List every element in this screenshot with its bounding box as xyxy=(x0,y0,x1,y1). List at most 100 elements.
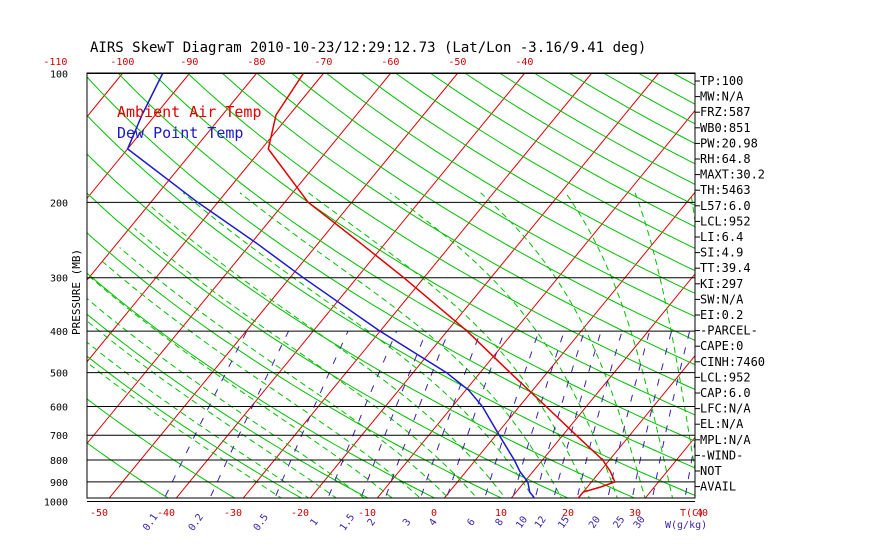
stats-item: L57:6.0 xyxy=(700,199,751,213)
top-temp-tick-label: -110 xyxy=(43,57,67,68)
moist-adiabat-line xyxy=(87,361,283,498)
bottom-temp-tick-label: -50 xyxy=(90,508,108,519)
mixing-ratio-line xyxy=(631,331,672,498)
stats-item: PW:20.98 xyxy=(700,136,758,150)
pressure-tick-label: 900 xyxy=(50,478,68,489)
pressure-tick-label: 300 xyxy=(50,274,68,285)
mixing-ratio-line xyxy=(576,331,623,498)
stats-item: EL:N/A xyxy=(700,417,744,431)
moist-adiabat-line xyxy=(565,192,673,498)
bottom-temp-tick-label: -10 xyxy=(358,508,376,519)
isobars xyxy=(86,72,696,502)
dry-adiabat-line xyxy=(87,153,636,498)
dry-adiabat-line xyxy=(152,73,695,416)
stats-item: LCL:952 xyxy=(700,214,751,228)
isotherm-line xyxy=(443,191,695,498)
bottom-temp-tick-label: 40 xyxy=(696,508,708,519)
temperature-profile-line xyxy=(267,73,616,498)
mixing-ratio-line xyxy=(420,331,482,498)
isotherm-line xyxy=(769,74,870,511)
dry-adiabat-line xyxy=(361,73,695,272)
mixing-ratio-tick-label: 10 xyxy=(514,515,530,531)
mixing-ratio-tick-label: 0.5 xyxy=(252,512,271,533)
stats-item: TP:100 xyxy=(700,74,743,88)
isotherm-line xyxy=(87,73,123,118)
top-temp-tick-label: -90 xyxy=(180,57,198,68)
bottom-temp-tick-label: -20 xyxy=(291,508,309,519)
dry-adiabat-line xyxy=(395,73,695,249)
mixing-ratio-line xyxy=(484,331,540,498)
isotherm-line xyxy=(87,73,257,281)
stats-item: LI:6.4 xyxy=(700,230,743,244)
dry-adiabat-line xyxy=(256,73,695,341)
dry-adiabat-line xyxy=(291,73,695,318)
mixing-ratio-tick-label: 12 xyxy=(533,514,549,530)
top-temp-tick-label: -100 xyxy=(110,57,134,68)
moist-adiabat-line xyxy=(87,341,310,498)
moist-adiabat-line xyxy=(239,192,563,498)
mixing-ratio-line xyxy=(384,331,450,498)
isotherm-line xyxy=(510,273,695,498)
top-temp-tick-label: -80 xyxy=(247,57,265,68)
moist-adiabat-line xyxy=(87,320,338,498)
dry-adiabat-line xyxy=(430,73,695,228)
pressure-tick-label: 500 xyxy=(50,369,68,380)
mixing-ratio-line xyxy=(553,331,602,498)
isotherm-line xyxy=(87,73,324,363)
mixing-ratio-line xyxy=(274,330,349,498)
stats-item: CAP:6.0 xyxy=(700,386,751,400)
stats-item: CAPE:0 xyxy=(700,339,743,353)
legend: Ambient Air Temp Dew Point Temp xyxy=(117,103,262,142)
isotherm-line xyxy=(309,73,659,498)
dry-adiabat-line xyxy=(465,73,695,206)
stats-item: AVAIL xyxy=(700,480,736,494)
mixing-ratio-tick-label: 4 xyxy=(427,517,439,528)
bottom-temp-tick-label: -30 xyxy=(224,508,242,519)
stats-item: CINH:7460 xyxy=(700,355,765,369)
dry-adiabat-line xyxy=(87,398,236,498)
pressure-tick-label: 100 xyxy=(50,70,68,81)
stats-item: LCL:952 xyxy=(700,370,751,384)
pressure-tick-label: 800 xyxy=(50,456,68,467)
mixing-ratio-unit-label: W(g/kg) xyxy=(665,520,707,531)
mixing-ratio-line xyxy=(534,331,585,498)
dry-adiabat-line xyxy=(499,73,695,185)
isotherm-line xyxy=(0,74,55,511)
dry-adiabat-line xyxy=(222,73,695,366)
isotherm-line xyxy=(87,73,391,445)
moist-adiabat-line xyxy=(634,192,695,473)
dry-adiabat-line xyxy=(87,192,570,498)
mixing-ratio-tick-label: 8 xyxy=(494,517,506,528)
dry-adiabat-line xyxy=(118,73,695,442)
dry-adiabat-line xyxy=(87,114,695,496)
pressure-tick-label: 1000 xyxy=(44,498,68,509)
mixing-ratio-line xyxy=(512,331,565,498)
axis-ticks: 1002003004005006007008009001000-120-110-… xyxy=(0,57,708,533)
legend-ambient-air-temp: Ambient Air Temp xyxy=(117,103,262,121)
stats-item: MAXT:30.2 xyxy=(700,168,765,182)
stats-item: -PARCEL- xyxy=(700,324,758,338)
mixing-ratio-line xyxy=(684,439,695,498)
stats-item: MPL:N/A xyxy=(700,433,751,447)
stats-item: LFC:N/A xyxy=(700,402,751,416)
moist-adiabat-line xyxy=(134,227,478,498)
y-axis-label: PRESSURE (MB) xyxy=(70,249,83,335)
bottom-temp-tick-label: -40 xyxy=(157,508,175,519)
pressure-tick-label: 400 xyxy=(50,327,68,338)
mixing-ratio-tick-label: 20 xyxy=(587,514,603,530)
top-temp-tick-label: -50 xyxy=(448,57,466,68)
dewpoint-profile-line xyxy=(126,73,536,498)
dry-adiabat-line xyxy=(743,74,870,511)
mixing-ratio-tick-label: 1.5 xyxy=(338,512,357,533)
stats-item: WB0:851 xyxy=(700,121,751,135)
mixing-ratio-line xyxy=(209,330,289,498)
bottom-temp-tick-label: 30 xyxy=(629,508,641,519)
profiles xyxy=(126,73,616,498)
bottom-temp-tick-label: 0 xyxy=(431,508,437,519)
mixing-ratio-tick-label: 1 xyxy=(308,517,320,528)
bottom-temp-tick-label: 20 xyxy=(562,508,574,519)
chart-title: AIRS SkewT Diagram 2010-10-23/12:29:12.7… xyxy=(90,40,646,56)
moist-adiabat-line xyxy=(87,297,365,498)
stats-item: FRZ:587 xyxy=(700,105,751,119)
